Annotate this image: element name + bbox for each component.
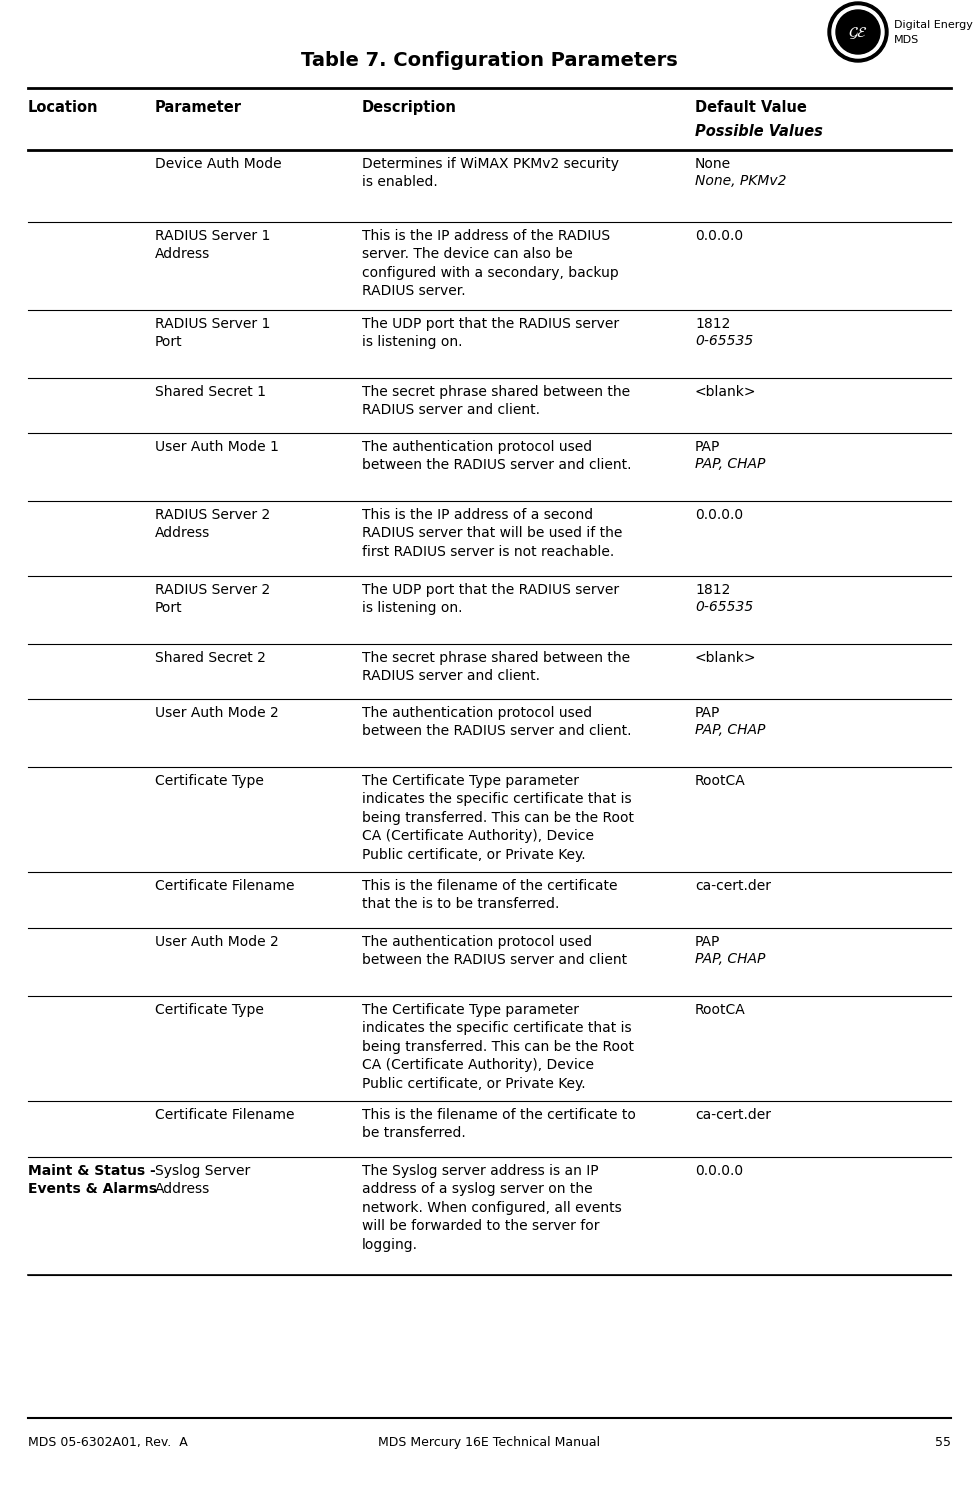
- Circle shape: [835, 10, 879, 54]
- Text: Certificate Type: Certificate Type: [155, 1002, 264, 1017]
- Text: Location: Location: [28, 100, 99, 115]
- Text: PAP, CHAP: PAP, CHAP: [694, 723, 765, 736]
- Text: 0.0.0.0: 0.0.0.0: [694, 509, 742, 522]
- Text: PAP, CHAP: PAP, CHAP: [694, 456, 765, 471]
- Text: The Certificate Type parameter
indicates the specific certificate that is
being : The Certificate Type parameter indicates…: [362, 1002, 634, 1091]
- Text: This is the IP address of the RADIUS
server. The device can also be
configured w: This is the IP address of the RADIUS ser…: [362, 229, 618, 298]
- Text: Digital Energy: Digital Energy: [893, 19, 972, 30]
- Text: The authentication protocol used
between the RADIUS server and client: The authentication protocol used between…: [362, 935, 627, 968]
- Text: The authentication protocol used
between the RADIUS server and client.: The authentication protocol used between…: [362, 706, 631, 739]
- Text: 0.0.0.0: 0.0.0.0: [694, 1164, 742, 1177]
- Text: 0-65535: 0-65535: [694, 334, 752, 347]
- Text: RootCA: RootCA: [694, 773, 745, 788]
- Text: Description: Description: [362, 100, 457, 115]
- Text: Device Auth Mode: Device Auth Mode: [155, 157, 282, 171]
- Text: <blank>: <blank>: [694, 384, 756, 399]
- Text: The authentication protocol used
between the RADIUS server and client.: The authentication protocol used between…: [362, 440, 631, 473]
- Text: PAP: PAP: [694, 440, 720, 453]
- Text: None: None: [694, 157, 731, 171]
- Text: The secret phrase shared between the
RADIUS server and client.: The secret phrase shared between the RAD…: [362, 384, 630, 417]
- Text: MDS Mercury 16E Technical Manual: MDS Mercury 16E Technical Manual: [378, 1436, 600, 1450]
- Circle shape: [831, 6, 883, 58]
- Text: This is the filename of the certificate to
be transferred.: This is the filename of the certificate …: [362, 1109, 636, 1140]
- Text: Certificate Filename: Certificate Filename: [155, 1109, 294, 1122]
- Text: PAP: PAP: [694, 935, 720, 948]
- Text: The UDP port that the RADIUS server
is listening on.: The UDP port that the RADIUS server is l…: [362, 583, 618, 615]
- Text: Certificate Filename: Certificate Filename: [155, 880, 294, 893]
- Text: RADIUS Server 2
Address: RADIUS Server 2 Address: [155, 509, 270, 540]
- Text: Table 7. Configuration Parameters: Table 7. Configuration Parameters: [300, 51, 677, 69]
- Text: $\mathcal{GE}$: $\mathcal{GE}$: [847, 25, 867, 40]
- Text: User Auth Mode 2: User Auth Mode 2: [155, 706, 279, 720]
- Text: Shared Secret 1: Shared Secret 1: [155, 384, 266, 399]
- Text: Maint & Status -
Events & Alarms: Maint & Status - Events & Alarms: [28, 1164, 156, 1197]
- Text: User Auth Mode 1: User Auth Mode 1: [155, 440, 279, 453]
- Text: PAP: PAP: [694, 706, 720, 720]
- Text: Parameter: Parameter: [155, 100, 242, 115]
- Text: RADIUS Server 1
Port: RADIUS Server 1 Port: [155, 317, 270, 350]
- Text: Certificate Type: Certificate Type: [155, 773, 264, 788]
- Text: Possible Values: Possible Values: [694, 124, 822, 139]
- Text: None, PKMv2: None, PKMv2: [694, 174, 785, 187]
- Text: MDS: MDS: [893, 34, 918, 45]
- Text: The Syslog server address is an IP
address of a syslog server on the
network. Wh: The Syslog server address is an IP addre…: [362, 1164, 621, 1252]
- Text: The secret phrase shared between the
RADIUS server and client.: The secret phrase shared between the RAD…: [362, 651, 630, 684]
- Text: <blank>: <blank>: [694, 651, 756, 666]
- Text: Shared Secret 2: Shared Secret 2: [155, 651, 266, 666]
- Text: User Auth Mode 2: User Auth Mode 2: [155, 935, 279, 948]
- Text: This is the IP address of a second
RADIUS server that will be used if the
first : This is the IP address of a second RADIU…: [362, 509, 622, 560]
- Circle shape: [827, 1, 887, 61]
- Text: RADIUS Server 1
Address: RADIUS Server 1 Address: [155, 229, 270, 262]
- Text: This is the filename of the certificate
that the is to be transferred.: This is the filename of the certificate …: [362, 880, 617, 911]
- Text: RADIUS Server 2
Port: RADIUS Server 2 Port: [155, 583, 270, 615]
- Text: ca-cert.der: ca-cert.der: [694, 1109, 771, 1122]
- Text: The Certificate Type parameter
indicates the specific certificate that is
being : The Certificate Type parameter indicates…: [362, 773, 634, 862]
- Text: RootCA: RootCA: [694, 1002, 745, 1017]
- Text: Determines if WiMAX PKMv2 security
is enabled.: Determines if WiMAX PKMv2 security is en…: [362, 157, 618, 190]
- Text: 1812: 1812: [694, 317, 730, 331]
- Text: Syslog Server
Address: Syslog Server Address: [155, 1164, 250, 1197]
- Text: MDS 05-6302A01, Rev.  A: MDS 05-6302A01, Rev. A: [28, 1436, 188, 1450]
- Text: 0.0.0.0: 0.0.0.0: [694, 229, 742, 242]
- Text: 1812: 1812: [694, 583, 730, 597]
- Text: PAP, CHAP: PAP, CHAP: [694, 951, 765, 965]
- Text: 0-65535: 0-65535: [694, 600, 752, 613]
- Text: The UDP port that the RADIUS server
is listening on.: The UDP port that the RADIUS server is l…: [362, 317, 618, 350]
- Text: 55: 55: [934, 1436, 950, 1450]
- Text: Default Value: Default Value: [694, 100, 806, 115]
- Text: ca-cert.der: ca-cert.der: [694, 880, 771, 893]
